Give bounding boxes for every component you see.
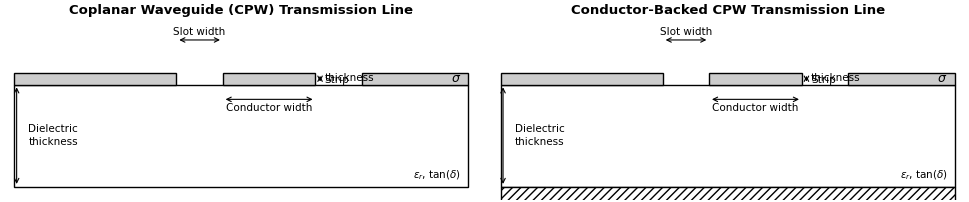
Text: Conductor-Backed CPW Transmission Line: Conductor-Backed CPW Transmission Line [571, 4, 885, 17]
Bar [709, 73, 801, 84]
Text: thickness: thickness [28, 137, 78, 147]
Text: Slot width: Slot width [660, 27, 712, 37]
Bar [15, 73, 176, 84]
Text: $\varepsilon_r$, tan($\delta$): $\varepsilon_r$, tan($\delta$) [414, 168, 461, 182]
Text: $\varepsilon_r$, tan($\delta$): $\varepsilon_r$, tan($\delta$) [900, 168, 948, 182]
Bar [848, 73, 954, 84]
Text: Dielectric: Dielectric [515, 124, 564, 134]
Text: Conductor width: Conductor width [226, 103, 312, 113]
Text: thickness: thickness [325, 73, 374, 83]
Bar [223, 73, 316, 84]
Bar [361, 73, 468, 84]
Text: Strip: Strip [811, 75, 836, 85]
Bar [15, 84, 468, 187]
Text: Coplanar Waveguide (CPW) Transmission Line: Coplanar Waveguide (CPW) Transmission Li… [70, 4, 414, 17]
Text: Slot width: Slot width [173, 27, 226, 37]
Text: Dielectric: Dielectric [28, 124, 78, 134]
Text: $\sigma$: $\sigma$ [452, 72, 461, 85]
Bar [501, 84, 954, 187]
Text: Conductor width: Conductor width [712, 103, 798, 113]
Bar [501, 187, 954, 202]
Text: thickness: thickness [515, 137, 564, 147]
Text: thickness: thickness [811, 73, 860, 83]
Text: Strip: Strip [325, 75, 350, 85]
Text: $\sigma$: $\sigma$ [937, 72, 948, 85]
Bar [501, 73, 663, 84]
